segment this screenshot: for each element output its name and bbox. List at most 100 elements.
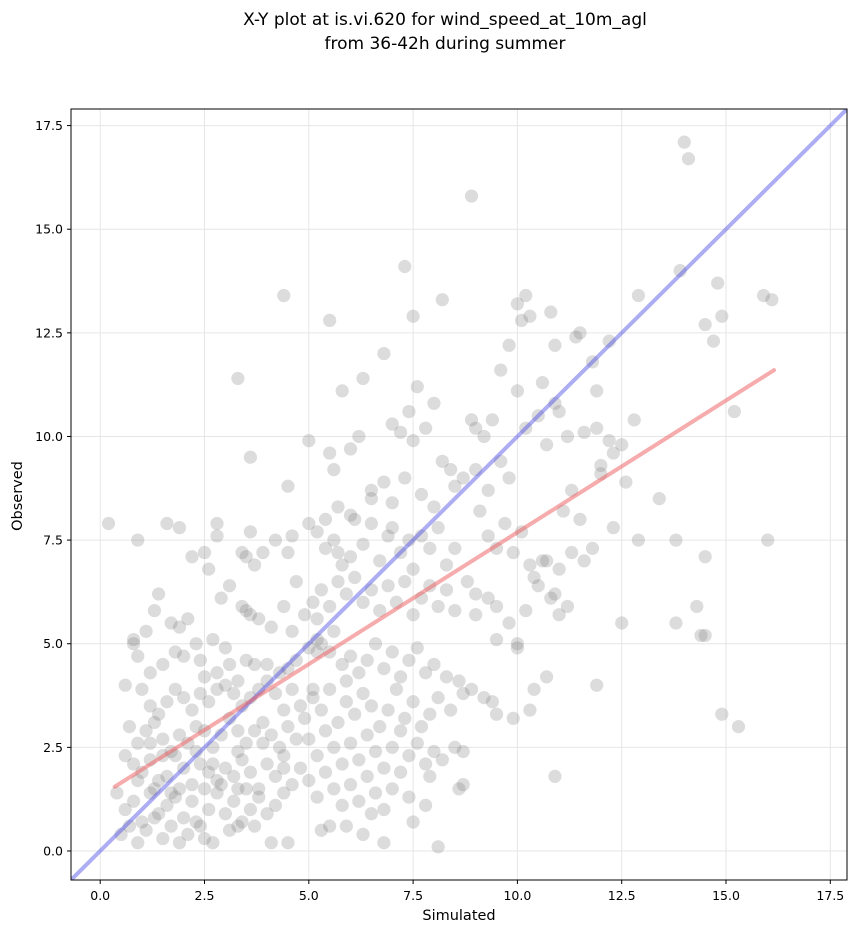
x-tick-label: 2.5 [195, 888, 215, 903]
scatter-point [143, 699, 157, 713]
scatter-point [160, 798, 174, 812]
scatter-point [160, 769, 174, 783]
scatter-point [435, 454, 449, 468]
scatter-point [239, 603, 253, 618]
scatter-point [185, 794, 199, 808]
scatter-point [206, 740, 220, 754]
scatter-point [439, 583, 454, 597]
scatter-point [268, 769, 283, 783]
scatter-point [540, 554, 554, 568]
scatter-point [352, 429, 366, 444]
scatter-point [160, 695, 174, 709]
scatter-point [222, 657, 237, 672]
scatter-point [519, 421, 533, 435]
scatter-point [277, 761, 291, 775]
scatter-point [606, 446, 620, 460]
scatter-point [615, 616, 629, 630]
scatter-point [327, 463, 341, 477]
reference-lines [71, 109, 847, 880]
scatter-point [435, 753, 449, 767]
scatter-point [377, 802, 391, 817]
scatter-point [302, 641, 316, 655]
scatter-point [560, 599, 575, 614]
scatter-point [110, 786, 124, 800]
scatter-point [310, 525, 324, 539]
scatter-point [256, 715, 270, 730]
scatter-point [477, 429, 491, 444]
scatter-point [235, 599, 249, 614]
scatter-point [619, 475, 633, 489]
scatter-point [715, 309, 729, 323]
scatter-point [177, 811, 191, 825]
scatter-point [469, 463, 483, 477]
y-tick-label: 17.5 [35, 118, 63, 133]
scatter-point [385, 782, 399, 796]
scatter-point [410, 641, 424, 655]
scatter-points [101, 135, 779, 854]
scatter-point [373, 603, 387, 618]
scatter-point [277, 288, 291, 303]
scatter-point [214, 778, 228, 792]
scatter-point [277, 599, 291, 614]
scatter-point [168, 682, 182, 696]
scatter-point [339, 674, 353, 688]
scatter-point [706, 334, 721, 348]
scatter-point [331, 500, 345, 514]
x-tick-label: 5.0 [299, 888, 319, 903]
scatter-point [343, 550, 358, 564]
scatter-point [402, 790, 416, 804]
scatter-point [252, 790, 266, 804]
scatter-point [356, 595, 370, 609]
scatter-point [177, 691, 191, 705]
scatter-point [527, 682, 541, 696]
scatter-point [227, 794, 241, 808]
scatter-point [131, 533, 145, 547]
scatter-point [302, 732, 316, 746]
scatter-point [306, 691, 320, 705]
scatter-point [360, 653, 374, 667]
scatter-point [652, 492, 666, 506]
scatter-point [172, 521, 187, 535]
scatter-point [419, 757, 433, 771]
scatter-point [377, 836, 391, 850]
scatter-point [485, 695, 499, 709]
scatter-point [431, 840, 445, 854]
scatter-point [519, 288, 533, 303]
scatter-point [506, 545, 520, 560]
scatter-point [310, 632, 324, 647]
scatter-point [481, 529, 495, 543]
scatter-point [218, 761, 232, 775]
scatter-point [627, 413, 641, 427]
scatter-point [540, 438, 554, 452]
scatter-point [406, 309, 420, 323]
scatter-point [669, 533, 683, 547]
scatter-point [243, 450, 257, 464]
scatter-point [302, 434, 316, 448]
scatter-point [368, 637, 383, 651]
scatter-point [356, 686, 370, 701]
scatter-point [510, 637, 525, 651]
scatter-point [143, 666, 157, 680]
scatter-point [273, 666, 287, 680]
scatter-point [181, 612, 195, 626]
scatter-point [469, 608, 483, 622]
scatter-point [197, 545, 212, 560]
chart-title-line-2: from 36-42h during summer [325, 34, 566, 54]
scatter-point [414, 529, 429, 543]
scatter-point [356, 827, 370, 842]
scatter-point [168, 645, 182, 659]
scatter-point [393, 765, 408, 779]
scatter-point [552, 608, 566, 622]
scatter-point [327, 782, 341, 796]
scatter-point [398, 574, 412, 589]
scatter-point [139, 823, 153, 837]
scatter-point [197, 670, 212, 684]
scatter-point [510, 641, 525, 655]
scatter-point [235, 753, 249, 767]
scatter-point [423, 707, 437, 721]
scatter-point [393, 545, 408, 560]
scatter-point [756, 288, 771, 303]
y-tick-label: 2.5 [43, 740, 63, 755]
scatter-point [143, 786, 157, 800]
scatter-point [172, 728, 187, 742]
